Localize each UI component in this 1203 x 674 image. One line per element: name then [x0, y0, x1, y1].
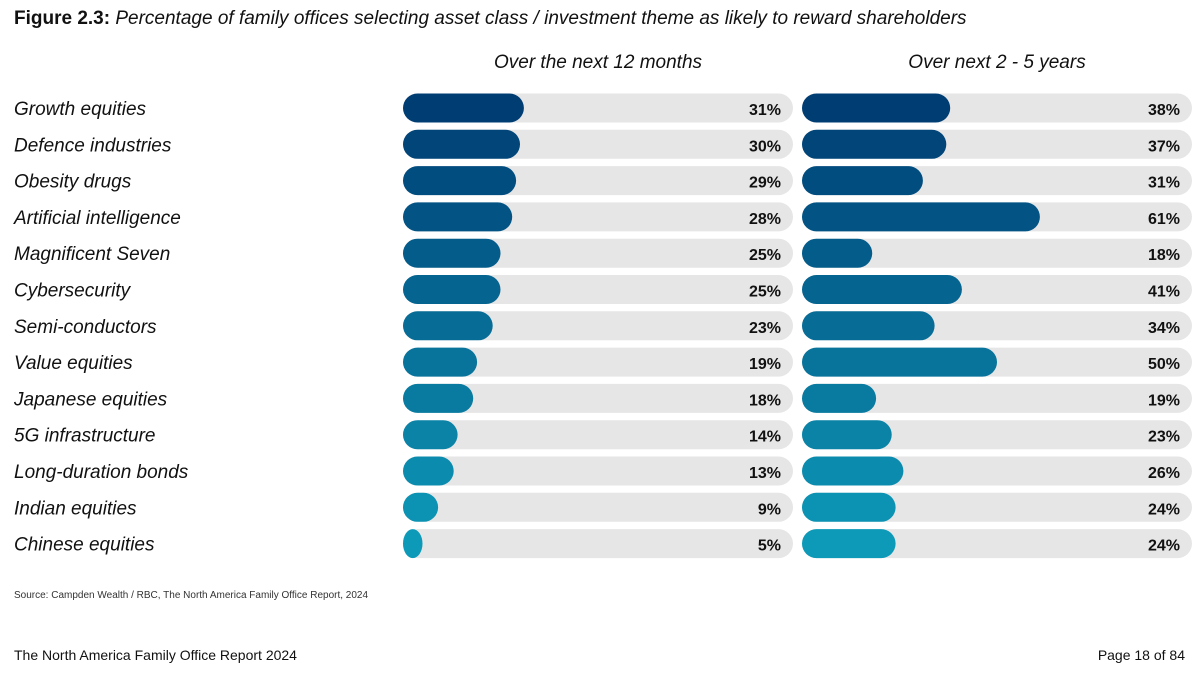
value-label: 23%	[749, 320, 781, 337]
bar-track	[403, 383, 793, 413]
bar-track	[802, 238, 1192, 268]
bar-2-5-years	[802, 492, 896, 522]
bar-2-5-years	[802, 93, 951, 123]
bar-track	[403, 456, 793, 486]
bar-track	[403, 420, 793, 450]
value-label: 5%	[758, 538, 781, 555]
bar-track	[802, 383, 1192, 413]
value-label: 14%	[749, 429, 781, 446]
bar-track	[403, 238, 793, 268]
value-label: 28%	[749, 211, 781, 228]
bar-track	[403, 275, 793, 304]
bar-2-5-years	[802, 311, 935, 341]
figure-label: Figure 2.3:	[14, 8, 111, 29]
bar-2-5-years	[802, 420, 892, 450]
value-label: 23%	[1148, 429, 1180, 446]
category-label: Magnificent Seven	[14, 244, 170, 265]
bar-track	[802, 420, 1192, 450]
value-label: 31%	[1148, 175, 1180, 192]
bar-track	[403, 529, 793, 559]
bar-2-5-years	[802, 202, 1040, 232]
bar-track	[802, 529, 1192, 559]
value-label: 50%	[1148, 356, 1180, 373]
bar-2-5-years	[802, 238, 873, 268]
value-label: 37%	[1148, 138, 1180, 155]
bar-2-5-years	[802, 166, 923, 196]
value-label: 18%	[1148, 247, 1180, 264]
bar-12-months	[403, 311, 493, 341]
bar-2-5-years	[802, 529, 896, 559]
bar-12-months	[403, 166, 517, 196]
bar-2-5-years	[802, 129, 947, 159]
series-header-12-months: Over the next 12 months	[493, 52, 703, 73]
bar-12-months	[403, 93, 524, 123]
category-label: 5G infrastructure	[14, 426, 156, 447]
value-label: 31%	[749, 102, 781, 119]
category-label: Obesity drugs	[14, 172, 132, 193]
value-label: 25%	[749, 284, 781, 301]
value-label: 25%	[749, 247, 781, 264]
category-label: Artificial intelligence	[13, 208, 181, 229]
value-label: 41%	[1148, 284, 1180, 301]
bar-12-months	[403, 347, 478, 377]
bar-12-months	[403, 420, 458, 450]
value-label: 19%	[749, 356, 781, 373]
value-label: 30%	[749, 138, 781, 155]
bar-12-months	[403, 529, 423, 559]
bar-2-5-years	[802, 347, 997, 377]
value-label: 38%	[1148, 102, 1180, 119]
value-label: 18%	[749, 392, 781, 409]
bar-12-months	[403, 275, 501, 304]
category-label: Indian equities	[14, 498, 137, 519]
value-label: 26%	[1148, 465, 1180, 482]
bar-track	[403, 492, 793, 522]
category-label: Semi-conductors	[14, 317, 157, 338]
bar-2-5-years	[802, 383, 877, 413]
value-label: 29%	[749, 175, 781, 192]
bar-12-months	[403, 492, 439, 522]
footer-report-title: The North America Family Office Report 2…	[14, 647, 297, 663]
category-label: Japanese equities	[13, 389, 168, 410]
category-label: Cybersecurity	[14, 281, 132, 302]
category-label: Long-duration bonds	[14, 462, 189, 483]
category-label: Value equities	[14, 353, 133, 374]
figure-title: Figure 2.3: Percentage of family offices…	[14, 8, 967, 30]
bar-track	[802, 492, 1192, 522]
bar-2-5-years	[802, 456, 904, 486]
figure-title-text: Percentage of family offices selecting a…	[115, 8, 967, 29]
value-label: 24%	[1148, 538, 1180, 555]
bar-12-months	[403, 456, 454, 486]
page-number: Page 18 of 84	[1097, 647, 1185, 663]
bar-track	[403, 311, 793, 341]
bar-2-5-years	[802, 275, 962, 304]
series-header-2-5-years: Over next 2 - 5 years	[908, 52, 1086, 73]
value-label: 19%	[1148, 392, 1180, 409]
source-note: Source: Campden Wealth / RBC, The North …	[14, 590, 369, 601]
category-label: Chinese equities	[14, 535, 155, 556]
value-label: 9%	[758, 501, 781, 518]
bar-12-months	[403, 202, 513, 232]
bar-12-months	[403, 129, 520, 159]
bar-12-months	[403, 238, 501, 268]
bar-chart: Growth equities 31% 38% Defence industries 3…	[13, 93, 1192, 559]
value-label: 61%	[1148, 211, 1180, 228]
category-label: Growth equities	[14, 99, 147, 120]
bar-track	[403, 347, 793, 377]
value-label: 24%	[1148, 501, 1180, 518]
bar-12-months	[403, 383, 474, 413]
category-label: Defence industries	[14, 135, 172, 156]
value-label: 34%	[1148, 320, 1180, 337]
value-label: 13%	[749, 465, 781, 482]
